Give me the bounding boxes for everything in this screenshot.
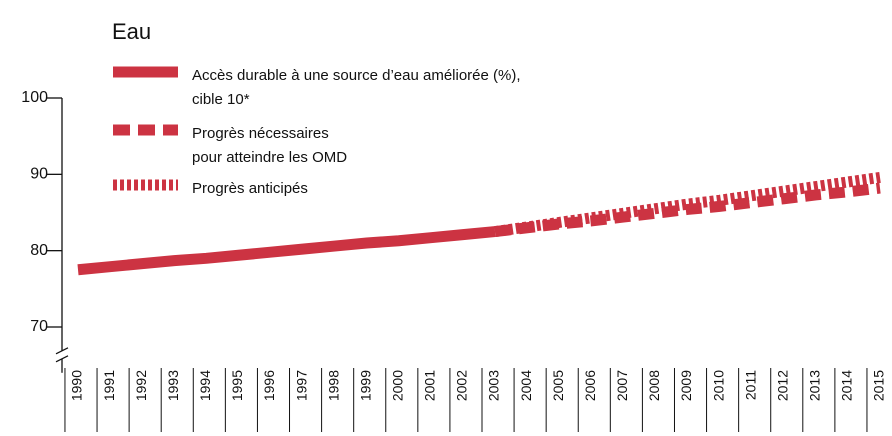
x-tick-label: 2000 [390,370,406,401]
x-tick-label: 2007 [614,370,630,401]
x-tick-label: 2004 [518,370,534,401]
y-tick-label: 70 [30,318,48,335]
legend-label: cible 10* [192,91,250,108]
legend-label: Accès durable à une source d’eau amélior… [192,67,521,84]
x-tick-label: 1996 [261,370,277,401]
x-tick-label: 2003 [486,370,502,401]
x-tick-label: 2009 [678,370,694,401]
x-tick-label: 1991 [101,370,117,401]
x-tick-label: 2011 [742,370,758,400]
series-line [494,182,881,238]
axis-break [55,347,69,355]
x-tick-label: 2014 [839,370,855,401]
x-tick-label: 1997 [293,370,309,401]
x-tick-label: 2001 [422,370,438,401]
x-tick-label: 1990 [69,370,85,401]
y-tick-label: 90 [30,166,48,183]
y-tick-label: 100 [21,89,48,106]
series-line [77,226,496,276]
x-tick-label: 2013 [807,370,823,401]
x-tick-label: 2015 [871,370,887,401]
x-tick-label: 1998 [325,370,341,401]
y-tick-label: 80 [30,242,48,259]
x-tick-label: 2010 [710,370,726,401]
x-tick-label: 1993 [165,370,181,401]
legend-label: Progrès anticipés [192,180,308,197]
x-tick-label: 1992 [133,370,149,401]
x-tick-label: 2012 [774,370,790,401]
legend-label: Progrès nécessaires [192,125,329,142]
x-tick-label: 2002 [454,370,470,401]
legend-label: pour atteindre les OMD [192,149,347,166]
x-tick-label: 1999 [357,370,373,401]
series-line [494,171,881,238]
x-tick-label: 1995 [229,370,245,401]
chart-title: Eau [112,19,151,44]
x-tick-label: 2005 [550,370,566,401]
x-tick-label: 2006 [582,370,598,401]
x-tick-label: 1994 [197,370,213,401]
axis-break [55,355,69,363]
x-tick-label: 2008 [646,370,662,401]
